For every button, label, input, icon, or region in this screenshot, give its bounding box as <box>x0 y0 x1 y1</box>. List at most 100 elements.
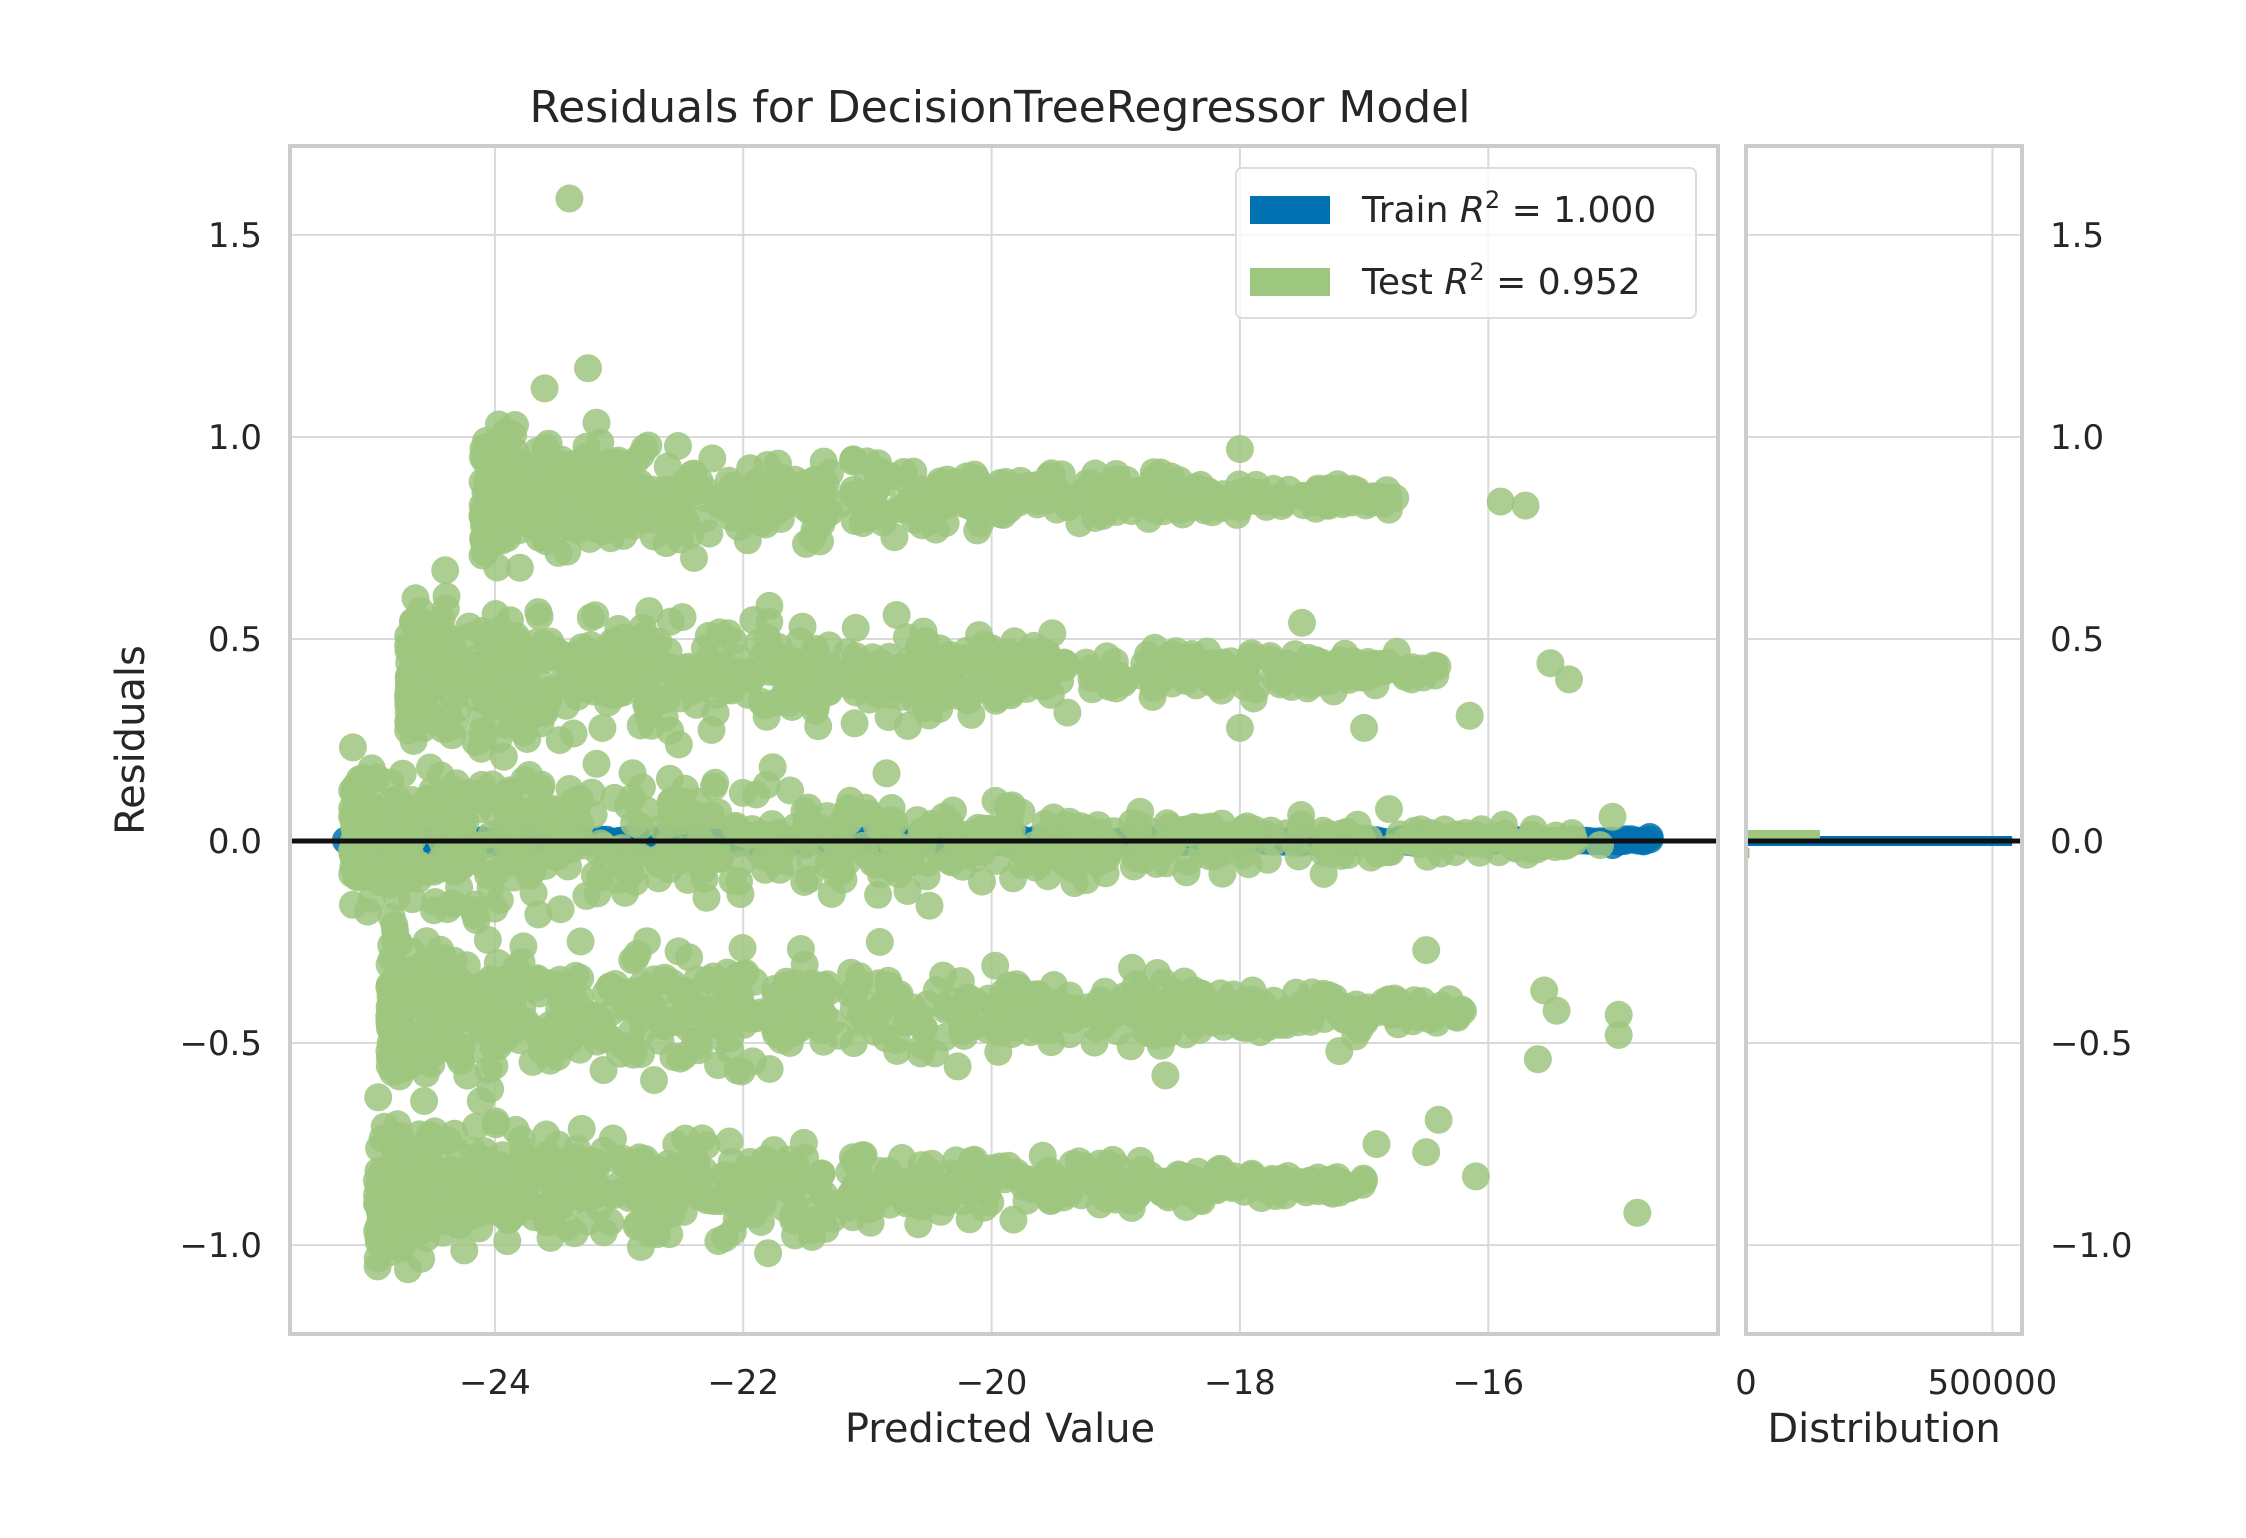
data-point <box>462 644 491 673</box>
data-point <box>982 479 1011 508</box>
data-point <box>943 1052 972 1081</box>
data-point <box>576 603 605 632</box>
data-point <box>466 1087 495 1116</box>
data-point <box>449 822 478 851</box>
legend-swatch-test <box>1250 268 1330 296</box>
data-point <box>903 806 932 835</box>
outlier-point <box>1536 649 1565 678</box>
data-point <box>375 1008 404 1037</box>
data-point <box>906 1039 935 1068</box>
data-point <box>701 641 730 670</box>
data-point <box>577 778 606 807</box>
data-point <box>788 612 817 641</box>
data-point <box>603 866 632 895</box>
data-point <box>1178 643 1207 672</box>
data-point <box>1086 1001 1115 1030</box>
data-point <box>804 1170 833 1198</box>
data-point <box>379 1058 407 1087</box>
outlier-point <box>704 1227 733 1256</box>
x-tick-label: −20 <box>956 1363 1028 1403</box>
data-point <box>364 1083 393 1112</box>
data-point <box>430 620 459 648</box>
data-point <box>1209 989 1238 1018</box>
data-point <box>1338 474 1367 503</box>
data-point <box>1055 994 1084 1023</box>
outlier-point <box>493 1227 522 1256</box>
data-point <box>485 640 514 669</box>
data-point <box>1354 648 1382 676</box>
data-point <box>716 997 745 1026</box>
data-point <box>582 749 611 778</box>
data-point <box>697 716 726 744</box>
data-point <box>892 1008 921 1037</box>
data-point <box>513 725 542 753</box>
data-point <box>534 429 563 458</box>
data-point <box>572 881 601 910</box>
data-point <box>770 1194 799 1223</box>
data-point <box>1443 820 1472 849</box>
y-tick-label: 0.5 <box>208 620 262 660</box>
data-point <box>928 471 957 500</box>
data-point <box>525 602 554 631</box>
data-point <box>427 844 456 873</box>
x-tick-label: −22 <box>707 1363 779 1403</box>
data-point <box>542 1178 571 1207</box>
data-point <box>852 504 881 533</box>
data-point <box>596 524 625 553</box>
data-point <box>839 1176 868 1205</box>
data-point <box>429 652 457 681</box>
data-point <box>760 472 789 501</box>
data-point <box>1397 665 1426 694</box>
data-point <box>841 613 870 642</box>
data-point <box>714 976 743 1005</box>
outlier-point <box>406 693 435 722</box>
data-point <box>566 927 595 956</box>
data-point <box>563 682 592 711</box>
data-point <box>338 794 367 823</box>
legend-label-train: Train R2 = 1.000 <box>1361 186 1656 231</box>
data-point <box>726 880 755 909</box>
data-point <box>600 783 629 812</box>
data-point <box>619 988 648 1017</box>
data-point <box>398 1172 427 1201</box>
data-point <box>724 513 753 541</box>
data-point <box>742 780 771 809</box>
data-point <box>630 650 659 679</box>
outlier-point <box>915 891 944 920</box>
data-point <box>618 626 647 655</box>
x-tick-label: −16 <box>1452 1363 1524 1403</box>
data-point <box>623 939 652 968</box>
data-point <box>698 444 727 473</box>
data-point <box>481 600 510 629</box>
data-point <box>986 500 1015 529</box>
side-x-tick-label: 500000 <box>1928 1363 2058 1403</box>
data-point <box>531 821 560 850</box>
y-axis-label: Residuals <box>108 645 154 835</box>
data-point <box>416 753 444 782</box>
data-point <box>534 498 563 527</box>
data-point <box>1309 816 1337 845</box>
data-point <box>1053 487 1081 516</box>
data-point <box>809 447 838 476</box>
outlier-point <box>493 524 522 552</box>
data-point <box>481 1107 510 1136</box>
data-point <box>1078 484 1106 513</box>
y-tick-label: 1.0 <box>208 418 262 458</box>
axes-frames <box>288 144 2024 1336</box>
data-point <box>630 433 659 462</box>
data-point <box>435 1008 464 1037</box>
data-point <box>399 656 428 684</box>
data-point <box>505 661 534 690</box>
data-point <box>507 948 536 977</box>
data-point <box>837 958 866 987</box>
data-point <box>620 809 649 838</box>
data-point <box>825 1021 854 1050</box>
data-point <box>883 1037 912 1065</box>
data-point <box>623 1210 652 1239</box>
data-point <box>580 483 609 512</box>
side-x-tick-label: 0 <box>1735 1363 1757 1403</box>
data-point <box>1053 698 1082 727</box>
data-point <box>363 857 392 886</box>
data-point <box>626 711 655 740</box>
